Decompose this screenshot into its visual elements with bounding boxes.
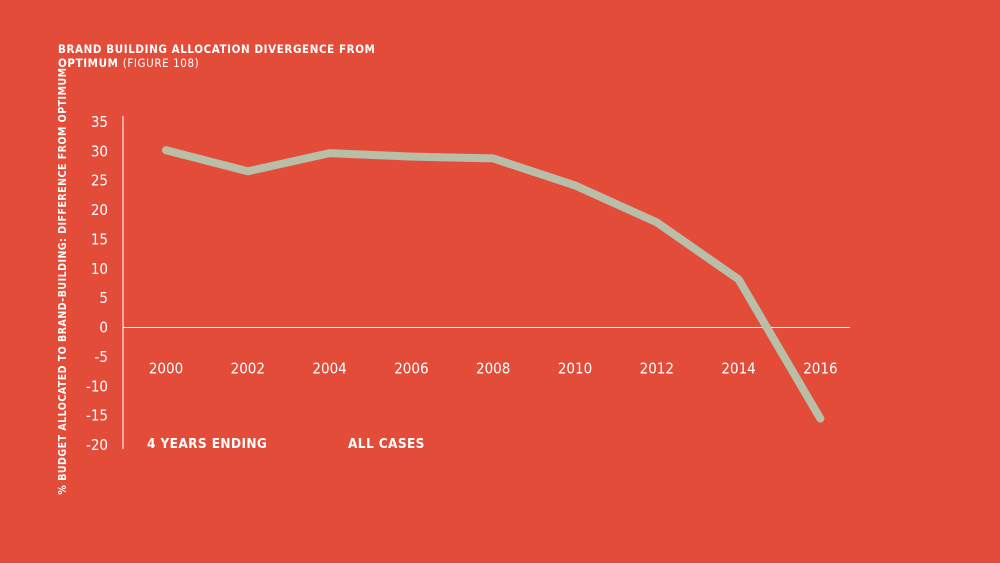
chart-title-figure: (FIGURE 108) bbox=[122, 56, 200, 70]
y-tick-label: 15 bbox=[91, 230, 108, 248]
data-point bbox=[165, 149, 167, 151]
series-line bbox=[162, 146, 825, 423]
data-point bbox=[738, 278, 740, 280]
data-point bbox=[329, 152, 331, 154]
x-axis-label: 4 YEARS ENDING bbox=[147, 436, 267, 452]
chart-title-text: BRAND BUILDING ALLOCATION DIVERGENCE FRO… bbox=[58, 42, 376, 70]
y-tick-label: 20 bbox=[91, 201, 108, 219]
data-point bbox=[819, 418, 821, 420]
x-tick-label: 2014 bbox=[721, 360, 755, 378]
y-tick-label: 35 bbox=[91, 113, 108, 131]
data-point bbox=[410, 156, 412, 158]
data-point bbox=[492, 157, 494, 159]
series-layer bbox=[162, 146, 825, 423]
x-tick-label: 2012 bbox=[640, 360, 674, 378]
y-tick-label: 0 bbox=[99, 319, 108, 337]
chart-title: BRAND BUILDING ALLOCATION DIVERGENCE FRO… bbox=[58, 42, 388, 70]
x-tick-label: 2002 bbox=[231, 360, 265, 378]
y-tick-label: 5 bbox=[99, 289, 108, 307]
x-axis: 2000 2002 2004 2006 2008 2010 2012 2014 2016 bbox=[123, 327, 850, 378]
x-tick-label: 2006 bbox=[394, 360, 428, 378]
footer-labels: 4 YEARS ENDING ALL CASES bbox=[147, 436, 425, 452]
data-point bbox=[656, 221, 658, 223]
data-point bbox=[574, 184, 576, 186]
x-tick-label: 2000 bbox=[149, 360, 183, 378]
y-tick-label: 30 bbox=[91, 142, 108, 160]
y-tick-label: -10 bbox=[86, 377, 108, 395]
x-tick-label: 2008 bbox=[476, 360, 510, 378]
y-axis: 35 30 25 20 15 10 5 0 -5 -10 -15 -20 bbox=[86, 113, 124, 454]
y-tick-label: 10 bbox=[91, 260, 108, 278]
x-tick-label: 2016 bbox=[803, 360, 837, 378]
y-tick-label: -15 bbox=[86, 407, 108, 425]
x-tick-label: 2010 bbox=[558, 360, 592, 378]
y-tick-label: -5 bbox=[95, 348, 108, 366]
y-tick-label: -20 bbox=[86, 436, 108, 454]
y-tick-label: 25 bbox=[91, 172, 108, 190]
data-point bbox=[247, 170, 249, 172]
series-legend-label: ALL CASES bbox=[348, 436, 425, 452]
x-tick-label: 2004 bbox=[312, 360, 346, 378]
